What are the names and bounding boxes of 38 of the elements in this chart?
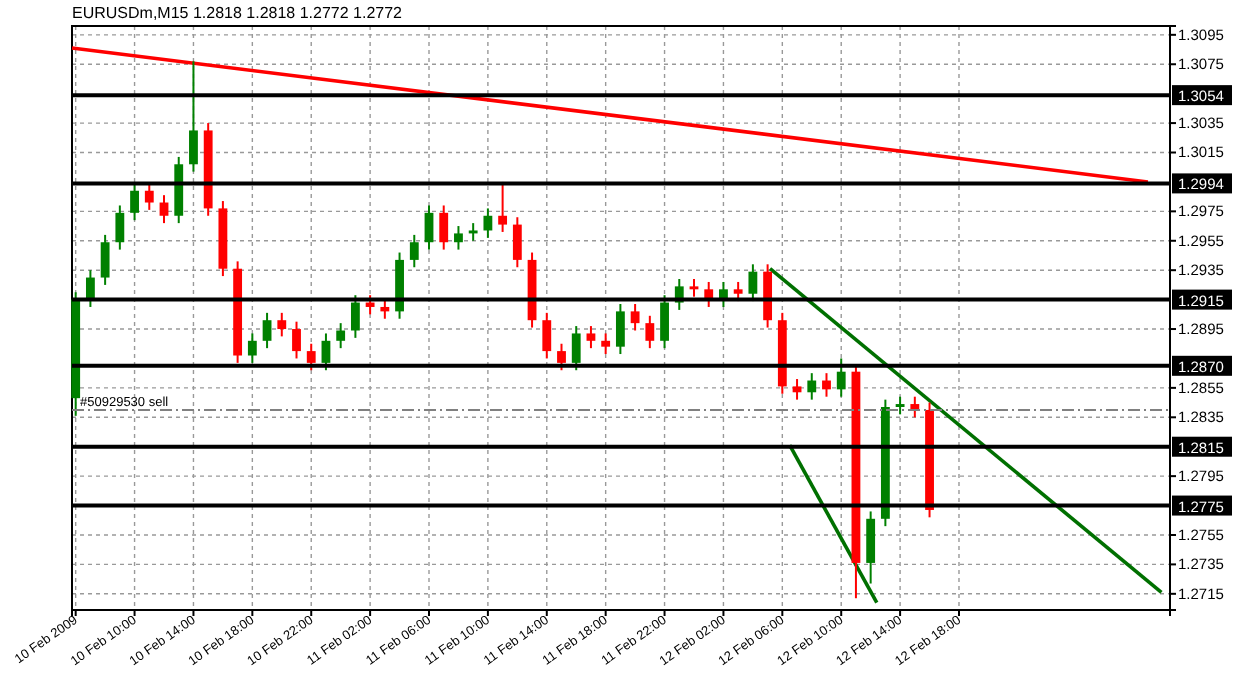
candlestick [822,372,831,398]
candlestick [306,342,316,372]
candlestick [792,378,802,401]
candlestick [748,263,758,303]
candlestick [350,294,360,339]
candlestick [336,322,346,350]
candlestick [498,180,508,233]
candlestick [645,314,655,350]
candlestick [439,204,449,251]
candlestick [512,216,522,269]
candlestick [807,372,817,401]
candlestick [409,233,419,269]
candlestick [189,60,198,173]
candlestick [660,294,669,350]
candlestick [483,207,493,239]
candlestick [144,182,154,211]
candlestick [454,225,463,251]
candlestick [571,325,581,372]
candlestick [365,294,375,316]
candlestick [601,332,611,356]
chart-title: EURUSDm,M15 1.2818 1.2818 1.2772 1.2772 [72,4,404,22]
candlestick [321,332,331,372]
candlestick [115,204,125,251]
candlestick [247,332,257,364]
candlestick [836,357,846,398]
candlestick [542,311,552,360]
candlestick [615,303,625,356]
candlestick [557,342,566,372]
candlestick [100,233,110,286]
candlestick [277,311,287,338]
candlestick [130,182,139,222]
candlestick [630,303,640,332]
candlestick [262,311,272,350]
candlestick [866,510,876,585]
candlestick [586,325,596,350]
candlestick [380,298,390,320]
candlestick [85,269,95,308]
candlestick [292,320,301,360]
